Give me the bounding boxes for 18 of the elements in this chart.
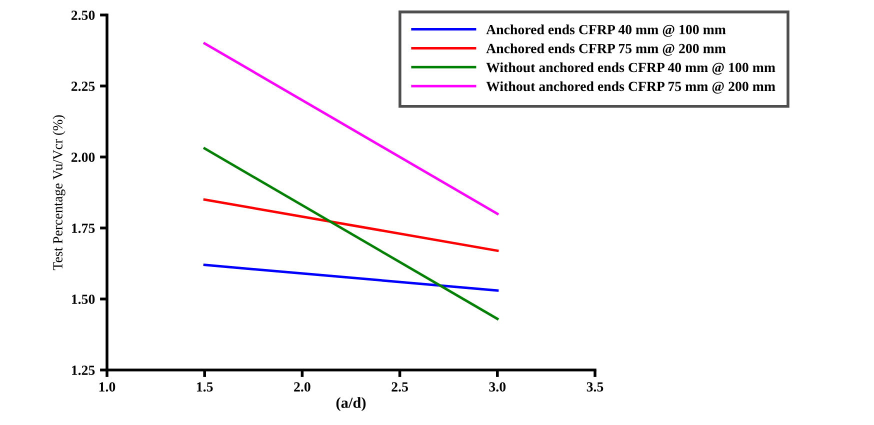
- legend-label: Anchored ends CFRP 40 mm @ 100 mm: [486, 24, 726, 37]
- y-tick-label: 2.25: [71, 82, 95, 92]
- legend-label: Without anchored ends CFRP 40 mm @ 100 mm: [486, 62, 776, 75]
- legend-label: Anchored ends CFRP 75 mm @ 200 mm: [486, 43, 726, 56]
- x-tick-label: 3.0: [489, 382, 506, 392]
- y-axis-title: Test Percentage Vu/Vcr (%): [52, 115, 66, 270]
- legend-label: Without anchored ends CFRP 75 mm @ 200 mm: [486, 81, 776, 94]
- x-tick-label: 2.5: [392, 382, 408, 392]
- x-axis-title: (a/d): [336, 397, 366, 412]
- x-tick-label: 1.0: [99, 382, 116, 392]
- y-tick-label: 2.00: [71, 152, 95, 162]
- x-tick-label: 3.5: [586, 382, 604, 392]
- y-tick-label: 1.75: [72, 224, 95, 234]
- x-tick-label: 2.0: [294, 382, 310, 392]
- x-tick-label: 1.5: [197, 382, 213, 392]
- y-tick-label: 1.50: [72, 294, 95, 304]
- y-tick-label: 2.50: [71, 10, 95, 20]
- y-tick-label: 1.25: [72, 366, 95, 376]
